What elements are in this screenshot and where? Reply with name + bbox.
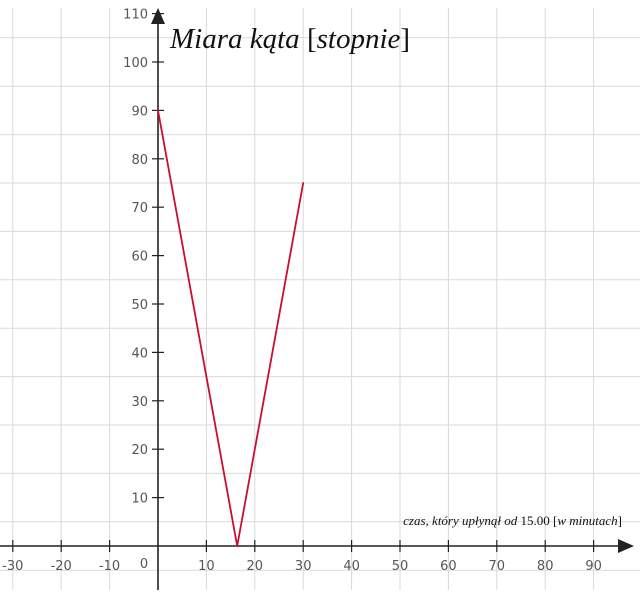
y-tick-label: 20 [131, 443, 148, 458]
tick-labels: -30 -20 -10 10 20 30 40 50 60 70 80 90 10 20 30 40 50 60 7… [2, 8, 602, 574]
x-tick-label: 80 [537, 559, 554, 574]
x-tick-label: -30 [2, 559, 23, 574]
x-tick-label: 50 [392, 559, 409, 574]
title-part: Miara kąta [169, 23, 307, 55]
x-tick-label: 30 [295, 559, 312, 574]
title-part: w minutach [557, 513, 617, 528]
x-tick-label: 40 [343, 559, 360, 574]
x-axis-arrow [618, 539, 634, 553]
x-tick-label: 10 [198, 559, 215, 574]
series-group [157, 109, 305, 547]
grid [0, 8, 640, 590]
ticks [12, 13, 595, 552]
axes [0, 8, 634, 590]
title-part: [ [307, 23, 317, 55]
x-tick-label: 70 [489, 559, 506, 574]
title-part: czas, który upłynął od [403, 513, 520, 528]
y-tick-label: 110 [123, 8, 148, 23]
y-tick-label: 60 [131, 250, 148, 265]
y-tick-label: 40 [131, 346, 148, 361]
y-tick-label: 70 [131, 201, 148, 216]
x-axis-title: czas, który upłynął od 15.00 [w minutach… [403, 513, 622, 528]
data-point [157, 109, 159, 112]
x-tick-label: 60 [440, 559, 457, 574]
title-part: 15.00 [ [521, 513, 558, 528]
y-axis-title: Miara kąta [stopnie] [169, 23, 410, 55]
y-axis-arrow [151, 8, 165, 24]
y-tick-label: 80 [131, 153, 148, 168]
y-tick-label: 50 [131, 298, 148, 313]
title-part: ] [618, 513, 622, 528]
x-tick-label: 90 [585, 559, 602, 574]
x-tick-label: -20 [51, 559, 72, 574]
x-tick-label: 20 [247, 559, 264, 574]
y-tick-label: 90 [131, 104, 148, 119]
title-part: stopnie [317, 23, 401, 55]
y-tick-label: 30 [131, 395, 148, 410]
y-tick-label: 10 [131, 492, 148, 507]
data-point [302, 182, 305, 184]
x-tick-label: -10 [99, 559, 120, 574]
y-tick-label: 100 [123, 56, 148, 71]
data-point [236, 545, 239, 547]
title-part: ] [400, 23, 410, 55]
origin-label: 0 [140, 557, 148, 572]
